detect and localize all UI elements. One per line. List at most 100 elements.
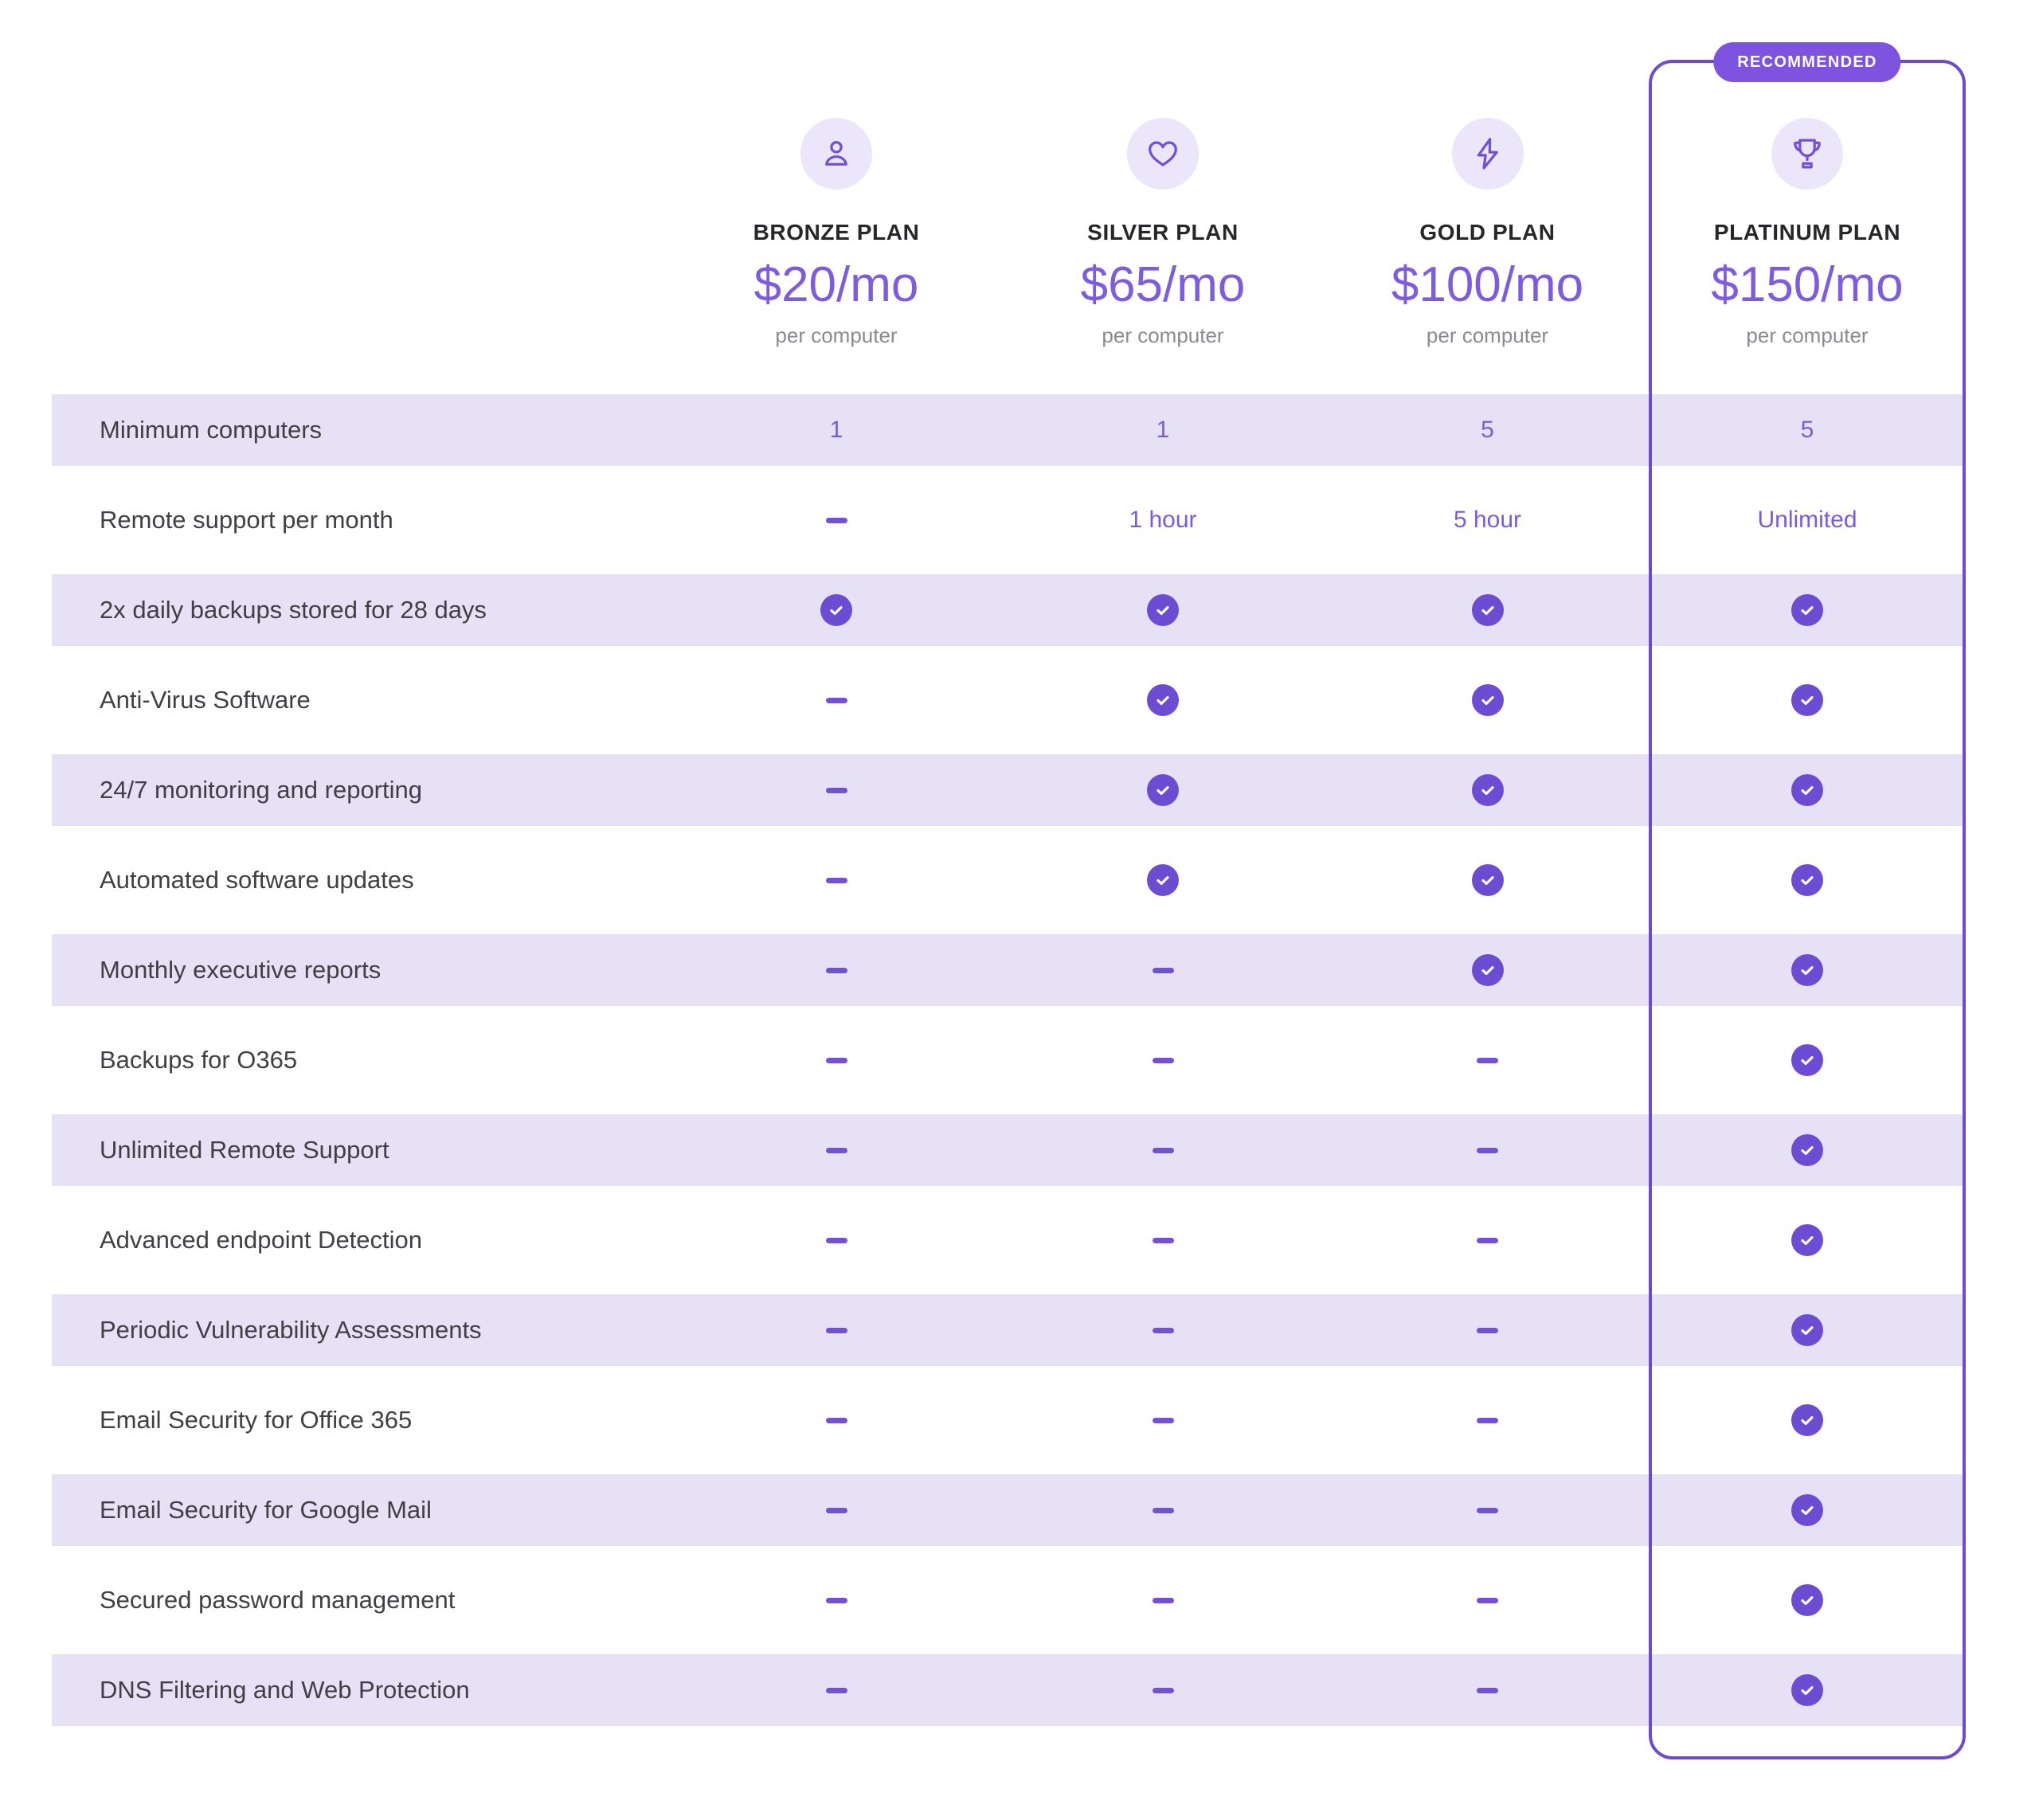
- feature-value-cell-silver: [1000, 1564, 1326, 1636]
- lightning-icon: [1477, 138, 1498, 170]
- feature-value-cell-silver: 1 hour: [1000, 484, 1326, 556]
- feature-value-cell-gold: [1326, 1654, 1649, 1726]
- feature-label: Unlimited Remote Support: [100, 1136, 389, 1164]
- feature-value-cell-bronze: [673, 1474, 1000, 1546]
- plan-price: $100/mo: [1391, 257, 1584, 312]
- check-icon: [1471, 954, 1504, 986]
- feature-value: 1: [829, 417, 843, 443]
- feature-value-cell-bronze: [673, 1294, 1000, 1366]
- plan-icon-circle: [800, 118, 872, 190]
- dash-icon: [1152, 1597, 1174, 1603]
- dash-icon: [1152, 1237, 1174, 1243]
- features-rows: Minimum computers 1 1 5 5 Remote support per …: [52, 394, 1966, 1726]
- feature-value-cell-gold: [1326, 1384, 1649, 1456]
- plan-price: $65/mo: [1080, 257, 1246, 312]
- check-icon: [1791, 1494, 1823, 1526]
- feature-label: DNS Filtering and Web Protection: [100, 1676, 470, 1704]
- dash-icon: [825, 1507, 847, 1513]
- feature-value-cell-bronze: [673, 664, 1000, 736]
- feature-value-cell-bronze: [673, 484, 1000, 556]
- header-spacer: [52, 0, 673, 394]
- feature-value-cell-silver: [1000, 1474, 1326, 1546]
- dash-icon: [825, 787, 847, 793]
- feature-row: Backups for O365: [52, 1024, 1966, 1096]
- feature-value-cell-bronze: [673, 844, 1000, 916]
- dash-icon: [1477, 1327, 1498, 1333]
- feature-value-cell-gold: [1326, 1294, 1649, 1366]
- plan-price: $20/mo: [753, 257, 919, 312]
- plan-header-silver: SILVER PLAN $65/mo per computer: [1000, 0, 1326, 394]
- plan-name: GOLD PLAN: [1419, 220, 1556, 245]
- feature-value-cell-gold: [1326, 1474, 1649, 1546]
- feature-value-cell-silver: [1000, 1024, 1326, 1096]
- dash-icon: [825, 967, 847, 973]
- feature-value-cell-silver: [1000, 664, 1326, 736]
- check-icon: [1791, 1224, 1823, 1256]
- check-icon: [1791, 594, 1823, 626]
- feature-label: Minimum computers: [100, 416, 323, 444]
- feature-value-cell-gold: [1326, 1564, 1649, 1636]
- feature-value-cell-silver: [1000, 1654, 1326, 1726]
- feature-label: Email Security for Office 365: [100, 1406, 413, 1434]
- dash-icon: [1152, 1687, 1174, 1693]
- check-icon: [1791, 1134, 1823, 1166]
- check-icon: [1471, 594, 1504, 626]
- dash-icon: [1477, 1417, 1498, 1423]
- dash-icon: [825, 1147, 847, 1153]
- dash-icon: [1152, 1327, 1174, 1333]
- dash-icon: [1152, 1507, 1174, 1513]
- feature-value-cell-gold: [1326, 1114, 1649, 1186]
- feature-value-cell-bronze: [673, 1114, 1000, 1186]
- pricing-table: BRONZE PLAN $20/mo per computer SILVER PLAN…: [52, 0, 1966, 1744]
- plans-header-row: BRONZE PLAN $20/mo per computer SILVER PLAN…: [52, 0, 1966, 394]
- feature-value-cell-silver: [1000, 1204, 1326, 1276]
- person-icon: [825, 140, 847, 166]
- dash-icon: [825, 877, 847, 883]
- feature-label: Secured password management: [100, 1586, 456, 1614]
- feature-value-cell-silver: [1000, 1294, 1326, 1366]
- feature-label: 2x daily backups stored for 28 days: [100, 596, 487, 624]
- check-icon: [1791, 864, 1823, 896]
- check-icon: [1147, 684, 1179, 716]
- plan-per-computer: per computer: [1102, 323, 1224, 347]
- check-icon: [1791, 1404, 1823, 1436]
- plan-icon-circle: [1771, 118, 1843, 190]
- feature-value: 1 hour: [1129, 507, 1197, 533]
- check-icon: [820, 594, 852, 626]
- feature-row: 24/7 monitoring and reporting: [52, 754, 1966, 826]
- feature-row: Email Security for Office 365: [52, 1384, 1966, 1456]
- check-icon: [1791, 1584, 1823, 1616]
- dash-icon: [825, 697, 847, 703]
- feature-value-cell-gold: [1326, 664, 1649, 736]
- check-icon: [1147, 864, 1179, 896]
- feature-value-cell-silver: [1000, 1114, 1326, 1186]
- feature-value-cell-bronze: [673, 1654, 1000, 1726]
- feature-value: 1: [1156, 417, 1170, 443]
- feature-row: DNS Filtering and Web Protection: [52, 1654, 1966, 1726]
- feature-value-cell-platinum: [1649, 934, 1966, 1006]
- feature-value-cell-platinum: [1649, 1114, 1966, 1186]
- feature-value-cell-platinum: [1649, 1654, 1966, 1726]
- feature-value-cell-gold: [1326, 1024, 1649, 1096]
- plan-header-gold: GOLD PLAN $100/mo per computer: [1326, 0, 1649, 394]
- feature-value-cell-silver: [1000, 934, 1326, 1006]
- plan-header-bronze: BRONZE PLAN $20/mo per computer: [673, 0, 1000, 394]
- check-icon: [1471, 684, 1504, 716]
- feature-row: Monthly executive reports: [52, 934, 1966, 1006]
- check-icon: [1147, 594, 1179, 626]
- dash-icon: [1477, 1057, 1498, 1063]
- feature-value-cell-gold: [1326, 934, 1649, 1006]
- dash-icon: [825, 1057, 847, 1063]
- plan-per-computer: per computer: [1426, 323, 1549, 347]
- feature-value-cell-gold: [1326, 844, 1649, 916]
- check-icon: [1791, 954, 1823, 986]
- feature-row: Email Security for Google Mail: [52, 1474, 1966, 1546]
- feature-value-cell-bronze: [673, 1204, 1000, 1276]
- dash-icon: [1152, 967, 1174, 973]
- dash-icon: [1477, 1507, 1498, 1513]
- check-icon: [1471, 774, 1504, 806]
- feature-value-cell-platinum: [1649, 1384, 1966, 1456]
- feature-value-cell-silver: [1000, 574, 1326, 646]
- check-icon: [1791, 1674, 1823, 1706]
